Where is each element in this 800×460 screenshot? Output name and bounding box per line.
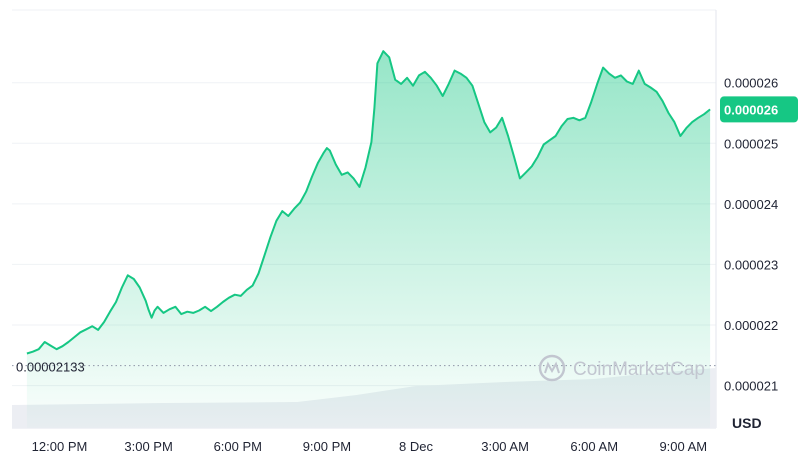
current-price-badge-bg xyxy=(720,96,798,123)
x-tick-label: 8 Dec xyxy=(399,439,433,454)
y-tick-label: 0.000025 xyxy=(724,136,778,151)
watermark-text: CoinMarketCap xyxy=(573,359,705,380)
y-tick-label: 0.000022 xyxy=(724,318,778,333)
current-price-badge-text: 0.000026 xyxy=(724,102,778,117)
price-area-fill xyxy=(26,51,711,428)
x-tick-label: 9:00 PM xyxy=(303,439,351,454)
watermark: CoinMarketCap xyxy=(538,354,705,382)
x-tick-label: 3:00 AM xyxy=(481,439,529,454)
x-tick-label: 6:00 PM xyxy=(214,439,262,454)
current-price-badge: 0.000026 xyxy=(720,96,798,123)
y-axis: 0.000021 0.000022 0.000023 0.000024 0.000025… xyxy=(724,76,778,394)
open-price-label: 0.00002133 xyxy=(16,360,85,375)
currency-label: USD xyxy=(732,415,762,431)
price-series-line xyxy=(26,50,711,355)
x-tick-label: 3:00 PM xyxy=(124,439,172,454)
x-tick-label: 9:00 AM xyxy=(659,439,707,454)
y-tick-label: 0.000026 xyxy=(724,76,778,91)
coinmarketcap-logo-icon xyxy=(538,354,566,382)
price-area xyxy=(26,51,711,428)
y-tick-label: 0.000024 xyxy=(724,197,778,212)
coinmarketcap-logo-mark-icon xyxy=(544,361,560,374)
price-line xyxy=(26,50,711,355)
x-tick-label: 6:00 AM xyxy=(570,439,618,454)
x-tick-label: 12:00 PM xyxy=(32,439,88,454)
y-tick-label: 0.000021 xyxy=(724,379,778,394)
y-tick-label: 0.000023 xyxy=(724,257,778,272)
x-axis: 12:00 PM 3:00 PM 6:00 PM 9:00 PM 8 Dec 3:00 A… xyxy=(32,439,707,454)
